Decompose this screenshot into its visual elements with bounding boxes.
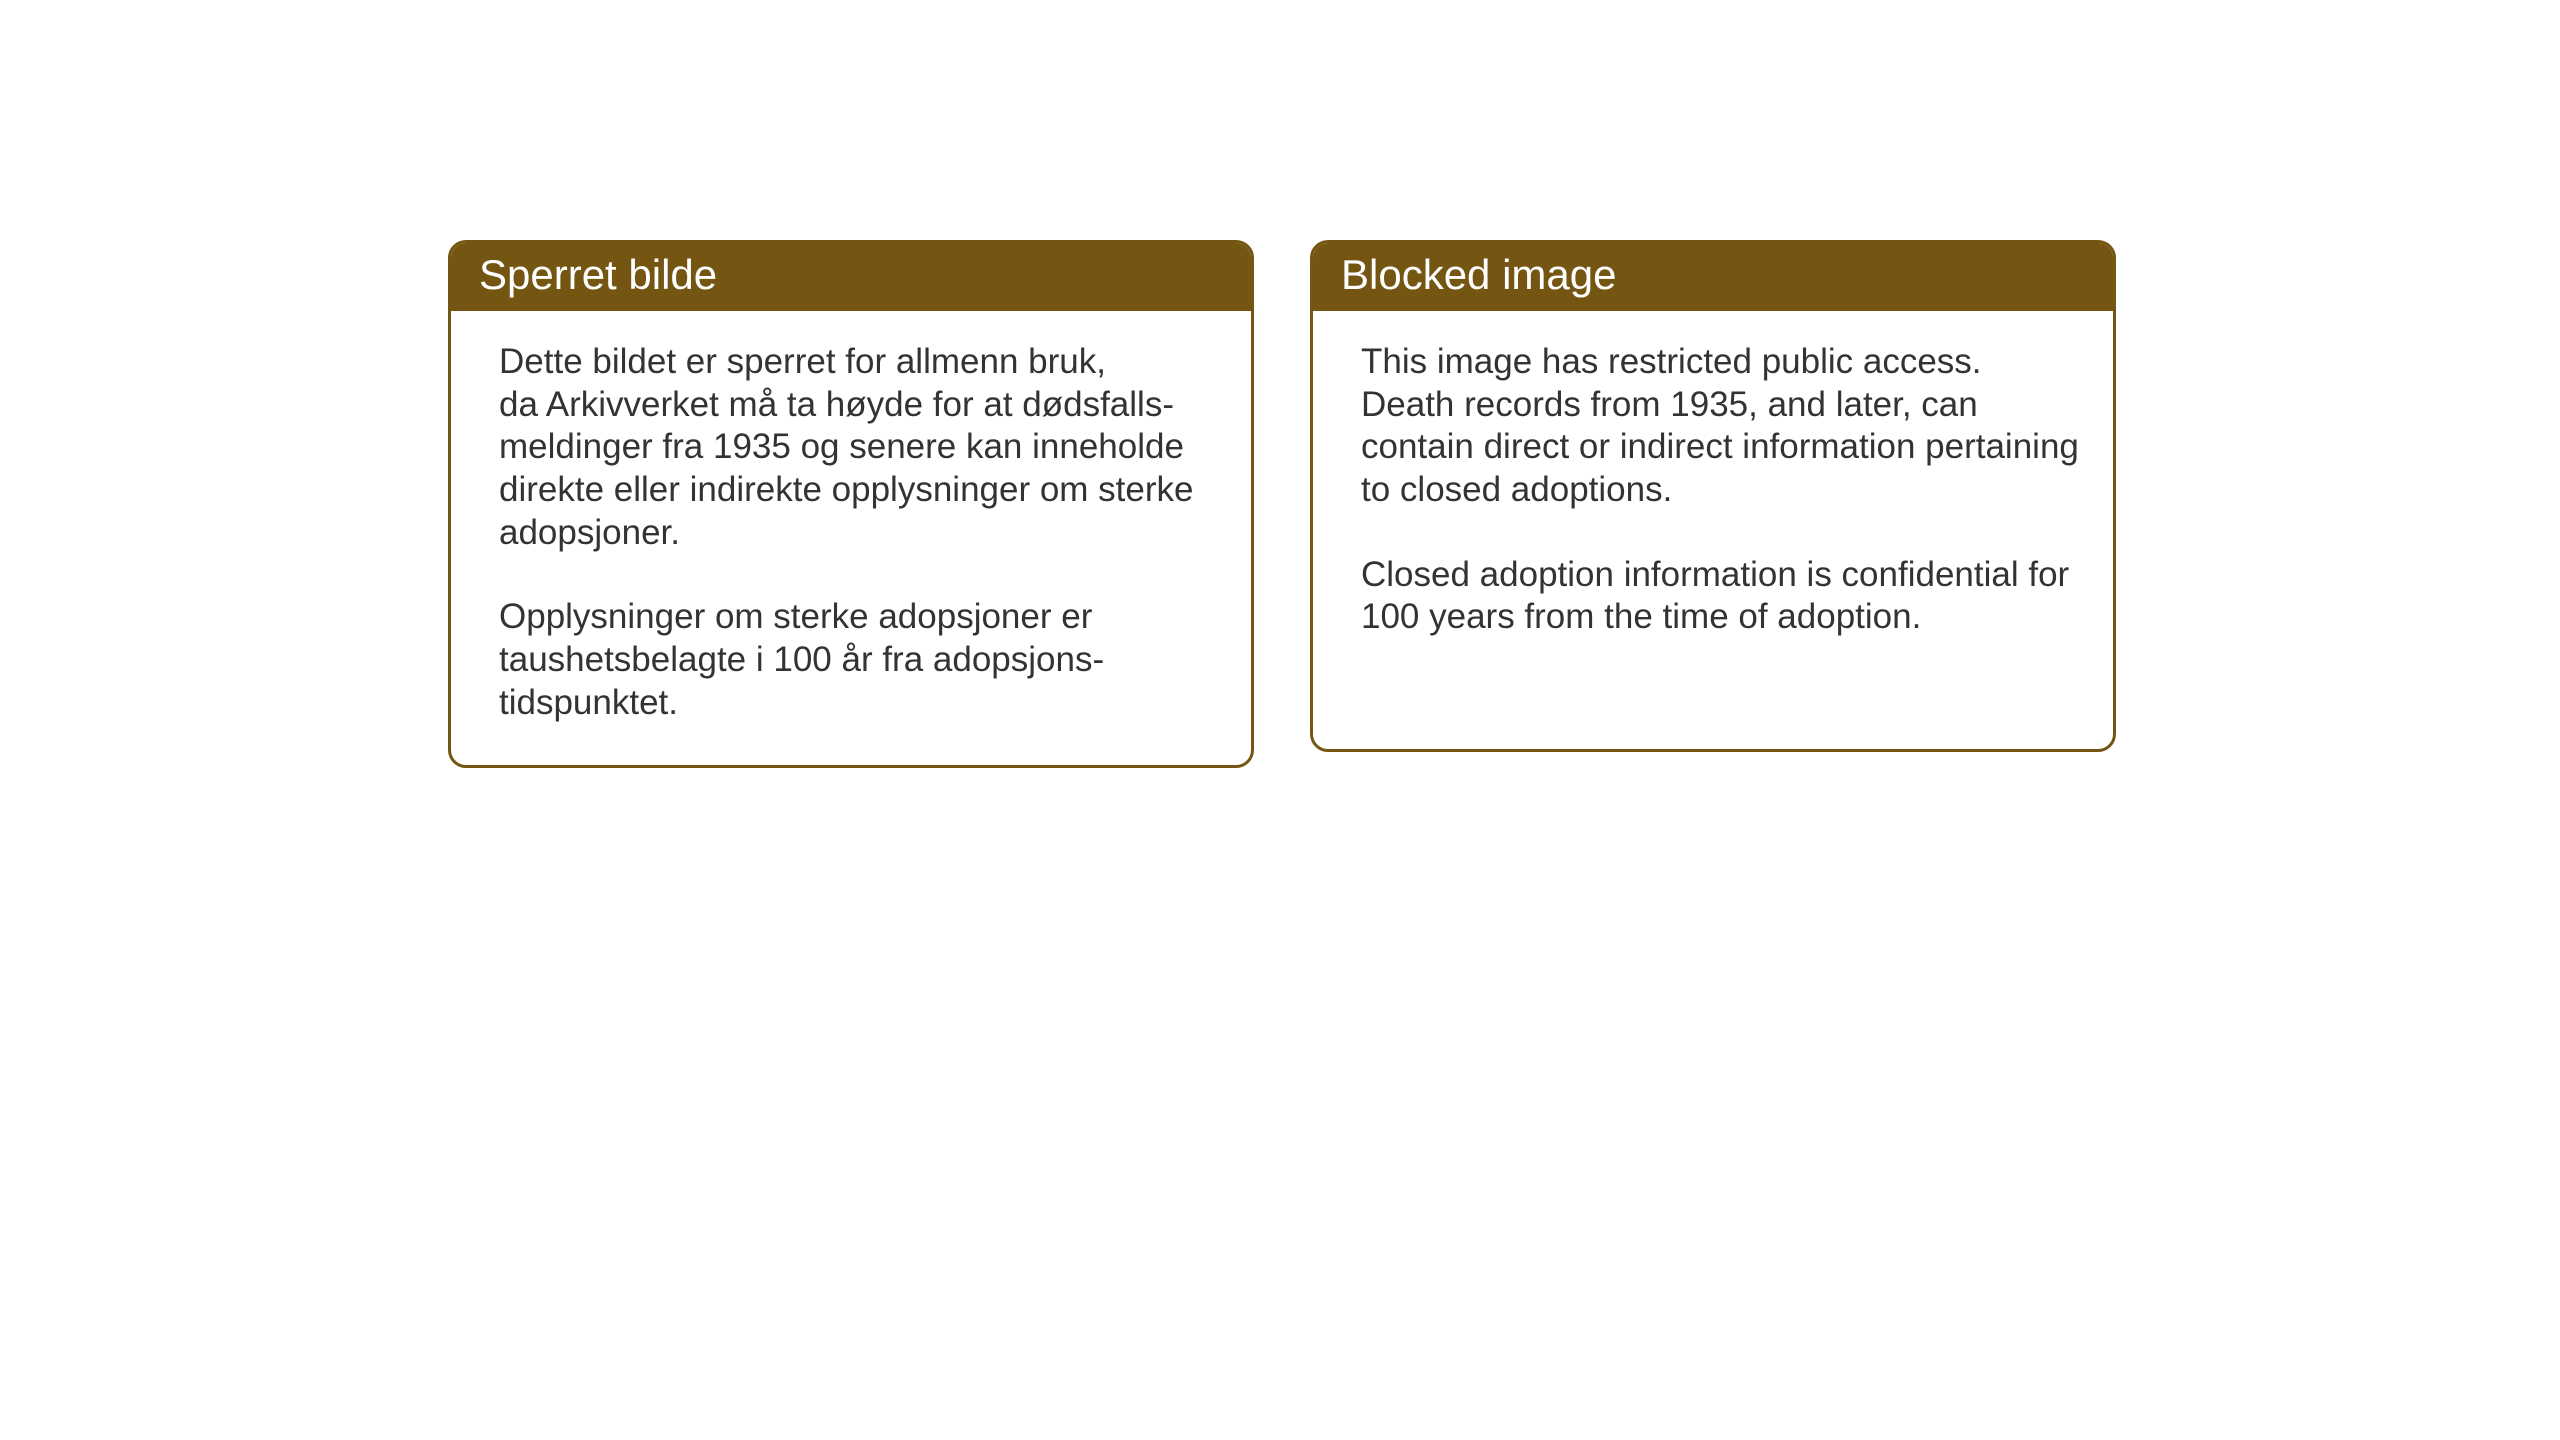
english-paragraph-1: This image has restricted public access.…	[1361, 341, 2083, 512]
english-card: Blocked image This image has restricted …	[1310, 240, 2116, 752]
english-card-body: This image has restricted public access.…	[1313, 311, 2113, 679]
english-card-title: Blocked image	[1341, 251, 1616, 298]
english-card-header: Blocked image	[1313, 243, 2113, 311]
norwegian-paragraph-2: Opplysninger om sterke adopsjoner er tau…	[499, 596, 1221, 724]
norwegian-paragraph-1: Dette bildet er sperret for allmenn bruk…	[499, 341, 1221, 554]
cards-container: Sperret bilde Dette bildet er sperret fo…	[448, 240, 2116, 768]
norwegian-card: Sperret bilde Dette bildet er sperret fo…	[448, 240, 1254, 768]
norwegian-card-body: Dette bildet er sperret for allmenn bruk…	[451, 311, 1251, 765]
english-paragraph-2: Closed adoption information is confident…	[1361, 554, 2083, 639]
norwegian-card-header: Sperret bilde	[451, 243, 1251, 311]
norwegian-card-title: Sperret bilde	[479, 251, 717, 298]
